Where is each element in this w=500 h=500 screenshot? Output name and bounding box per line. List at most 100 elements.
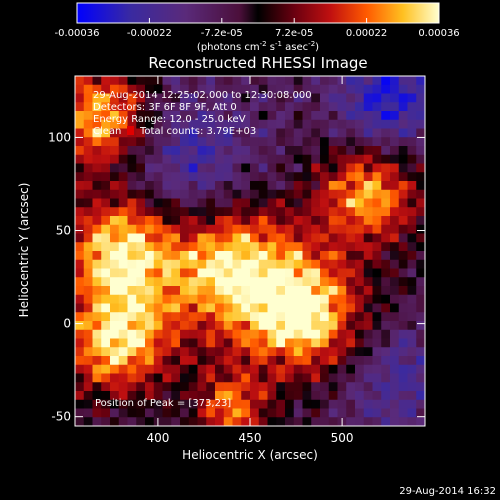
heatmap-cell: [232, 84, 242, 94]
heatmap-cell: [285, 417, 295, 427]
heatmap-cell: [381, 399, 391, 409]
heatmap-cell: [118, 93, 128, 103]
heatmap-cell: [337, 286, 347, 296]
heatmap-cell: [381, 329, 391, 339]
heatmap-cell: [372, 198, 382, 208]
heatmap-cell: [407, 128, 417, 138]
heatmap-cell: [407, 391, 417, 401]
heatmap-cell: [337, 382, 347, 392]
heatmap-cell: [302, 391, 312, 401]
heatmap-cell: [250, 286, 260, 296]
heatmap-cell: [320, 102, 330, 112]
heatmap-cell: [267, 382, 277, 392]
heatmap-cell: [145, 338, 155, 348]
heatmap-cell: [372, 216, 382, 226]
heatmap-cell: [145, 172, 155, 182]
heatmap-cell: [416, 364, 426, 374]
heatmap-cell: [398, 216, 408, 226]
heatmap-cell: [118, 347, 128, 357]
heatmap-cell: [390, 321, 400, 331]
heatmap-cell: [398, 382, 408, 392]
heatmap-cell: [355, 286, 365, 296]
heatmap-cell: [320, 382, 330, 392]
heatmap-cell: [285, 102, 295, 112]
heatmap-cell: [276, 128, 286, 138]
heatmap-cell: [118, 163, 128, 173]
heatmap-cell: [145, 128, 155, 138]
heatmap-cell: [83, 154, 93, 164]
heatmap-cell: [337, 303, 347, 313]
heatmap-cell: [328, 417, 338, 427]
heatmap-cell: [276, 312, 286, 322]
heatmap-cell: [118, 338, 128, 348]
heatmap-cell: [118, 172, 128, 182]
heatmap-cell: [311, 76, 321, 86]
heatmap-cell: [346, 146, 356, 156]
heatmap-cell: [363, 76, 373, 86]
heatmap-cell: [258, 277, 268, 287]
heatmap-cell: [232, 137, 242, 147]
heatmap-cell: [145, 119, 155, 129]
heatmap-cell: [180, 207, 190, 217]
heatmap-cell: [302, 303, 312, 313]
heatmap-cell: [285, 259, 295, 269]
heatmap-cell: [197, 364, 207, 374]
heatmap-cell: [407, 163, 417, 173]
heatmap-cell: [390, 356, 400, 366]
heatmap-cell: [75, 382, 85, 392]
heatmap-cell: [363, 382, 373, 392]
heatmap-cell: [381, 338, 391, 348]
heatmap-cell: [407, 347, 417, 357]
heatmap-cell: [92, 382, 102, 392]
heatmap-cell: [83, 102, 93, 112]
heatmap-cell: [110, 399, 120, 409]
heatmap-cell: [267, 286, 277, 296]
heatmap-cell: [215, 329, 225, 339]
heatmap-cell: [372, 259, 382, 269]
heatmap-cell: [223, 303, 233, 313]
heatmap-cell: [127, 189, 137, 199]
heatmap-cell: [162, 111, 172, 121]
heatmap-cell: [328, 242, 338, 252]
heatmap-cell: [276, 382, 286, 392]
heatmap-cell: [180, 189, 190, 199]
heatmap-cell: [346, 102, 356, 112]
heatmap-cell: [302, 251, 312, 261]
heatmap-cell: [136, 329, 146, 339]
heatmap-cell: [180, 198, 190, 208]
heatmap-cell: [110, 286, 120, 296]
heatmap-cell: [92, 303, 102, 313]
heatmap-cell: [75, 347, 85, 357]
heatmap-cell: [407, 268, 417, 278]
heatmap-cell: [285, 119, 295, 129]
heatmap-cell: [136, 408, 146, 418]
heatmap-cell: [285, 198, 295, 208]
heatmap-cell: [145, 417, 155, 427]
heatmap-cell: [355, 189, 365, 199]
heatmap-cell: [363, 84, 373, 94]
heatmap-cell: [110, 207, 120, 217]
heatmap-cell: [188, 111, 198, 121]
heatmap-cell: [241, 259, 251, 269]
heatmap-cell: [206, 338, 216, 348]
heatmap-cell: [215, 356, 225, 366]
heatmap-cell: [232, 128, 242, 138]
heatmap-cell: [188, 268, 198, 278]
heatmap-cell: [381, 286, 391, 296]
heatmap-cell: [398, 111, 408, 121]
heatmap-cell: [206, 303, 216, 313]
heatmap-cell: [355, 347, 365, 357]
heatmap-cell: [390, 137, 400, 147]
heatmap-cell: [180, 84, 190, 94]
heatmap-cell: [302, 408, 312, 418]
heatmap-cell: [363, 356, 373, 366]
heatmap-cell: [320, 128, 330, 138]
heatmap-cell: [171, 382, 181, 392]
heatmap-cell: [171, 417, 181, 427]
heatmap-cell: [258, 286, 268, 296]
heatmap-cell: [171, 303, 181, 313]
heatmap-cell: [92, 146, 102, 156]
heatmap-cell: [136, 417, 146, 427]
heatmap-cell: [188, 417, 198, 427]
heatmap-cell: [153, 347, 163, 357]
